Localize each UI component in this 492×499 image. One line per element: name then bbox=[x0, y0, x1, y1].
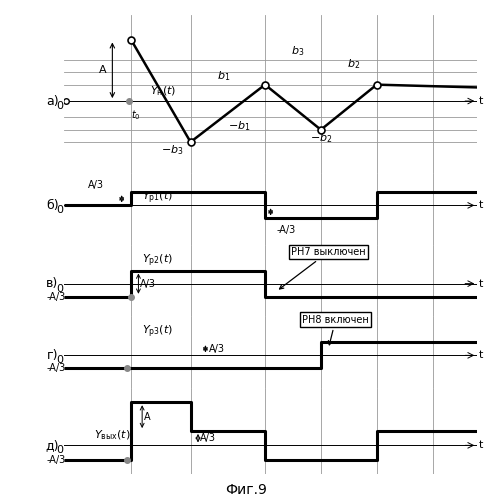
Text: $Y_{\rm р1}(t)$: $Y_{\rm р1}(t)$ bbox=[142, 190, 173, 206]
Text: t: t bbox=[479, 96, 484, 106]
Text: -A/3: -A/3 bbox=[47, 455, 66, 465]
Text: -A/3: -A/3 bbox=[47, 363, 66, 373]
Text: д): д) bbox=[45, 439, 59, 452]
Text: -A/3: -A/3 bbox=[47, 292, 66, 302]
Text: A/3: A/3 bbox=[88, 180, 104, 191]
Text: а): а) bbox=[46, 94, 59, 108]
Text: A: A bbox=[99, 65, 107, 75]
Text: $-b_2$: $-b_2$ bbox=[309, 131, 332, 145]
Text: $Y_{\rm н}(t)$: $Y_{\rm н}(t)$ bbox=[150, 84, 176, 98]
Text: 0: 0 bbox=[56, 283, 63, 293]
Text: $b_3$: $b_3$ bbox=[291, 44, 305, 58]
Text: $b_1$: $b_1$ bbox=[216, 69, 230, 83]
Text: в): в) bbox=[46, 277, 59, 290]
Text: $b_2$: $b_2$ bbox=[347, 57, 360, 71]
Text: A/3: A/3 bbox=[209, 344, 225, 354]
Text: 0: 0 bbox=[56, 446, 63, 456]
Text: г): г) bbox=[47, 349, 59, 362]
Text: Фиг.9: Фиг.9 bbox=[225, 483, 267, 497]
Text: t: t bbox=[479, 278, 484, 288]
Text: $Y_{\rm вых}(t)$: $Y_{\rm вых}(t)$ bbox=[94, 428, 130, 442]
Text: A/3: A/3 bbox=[140, 278, 156, 288]
Text: A/3: A/3 bbox=[200, 433, 216, 443]
Text: 0: 0 bbox=[56, 355, 63, 365]
Text: РН7 выключен: РН7 выключен bbox=[279, 247, 366, 289]
Text: -A/3: -A/3 bbox=[276, 225, 295, 235]
Text: $Y_{\rm р2}(t)$: $Y_{\rm р2}(t)$ bbox=[142, 252, 173, 268]
Text: t: t bbox=[479, 440, 484, 451]
Text: 0: 0 bbox=[56, 206, 63, 216]
Text: t: t bbox=[479, 350, 484, 360]
Text: $t_0$: $t_0$ bbox=[131, 108, 141, 122]
Text: б): б) bbox=[46, 199, 59, 212]
Text: $-b_3$: $-b_3$ bbox=[161, 144, 184, 158]
Text: $Y_{\rm р3}(t)$: $Y_{\rm р3}(t)$ bbox=[142, 324, 173, 340]
Text: 0: 0 bbox=[56, 101, 63, 111]
Text: РН8 включен: РН8 включен bbox=[302, 315, 369, 345]
Text: t: t bbox=[479, 201, 484, 211]
Text: $-b_1$: $-b_1$ bbox=[228, 119, 250, 133]
Text: A: A bbox=[144, 412, 151, 422]
